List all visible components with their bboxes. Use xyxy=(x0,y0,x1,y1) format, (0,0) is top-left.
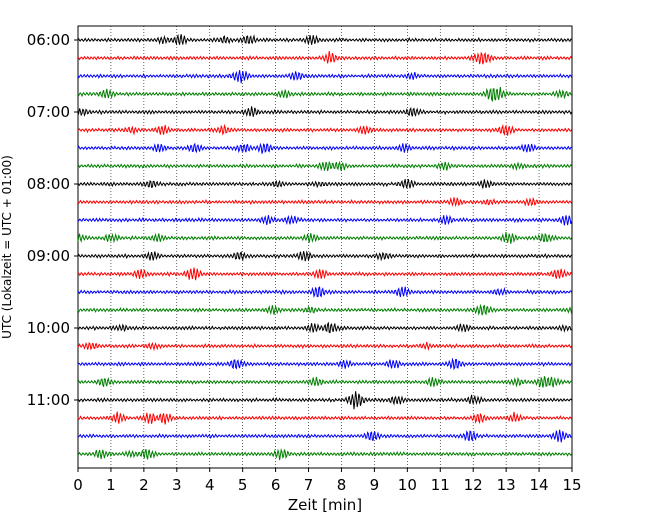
y-axis-ticks: 06:00 07:00 08:00 09:00 10:00 11:00 xyxy=(27,31,78,409)
trace-7 xyxy=(77,160,572,172)
trace-0 xyxy=(77,33,572,46)
x-tick-label: 3 xyxy=(172,476,182,494)
x-tick-label: 1 xyxy=(106,476,116,494)
trace-18 xyxy=(77,357,573,371)
x-tick-label: 10 xyxy=(398,476,417,494)
x-tick-label: 4 xyxy=(205,476,215,494)
trace-5 xyxy=(77,123,573,136)
y-axis-label: UTC (Lokalzeit = UTC + 01:00) xyxy=(0,155,14,339)
trace-14 xyxy=(77,286,573,299)
trace-21 xyxy=(77,411,573,425)
trace-4 xyxy=(77,106,573,117)
trace-9 xyxy=(77,196,572,208)
x-tick-label: 7 xyxy=(304,476,314,494)
trace-2 xyxy=(77,70,573,84)
x-tick-label: 0 xyxy=(73,476,83,494)
x-tick-label: 9 xyxy=(370,476,380,494)
x-axis-ticks: 0 1 2 3 4 5 6 7 8 9 10 11 12 13 14 15 xyxy=(73,468,582,494)
x-axis-label: Zeit [min] xyxy=(288,496,362,514)
plot-area xyxy=(77,25,573,469)
x-tick-label: 13 xyxy=(497,476,516,494)
trace-19 xyxy=(77,376,572,388)
trace-1 xyxy=(77,50,573,65)
trace-22 xyxy=(77,429,572,443)
y-tick-label: 06:00 xyxy=(27,31,70,49)
x-tick-label: 5 xyxy=(238,476,248,494)
trace-15 xyxy=(77,303,573,316)
trace-17 xyxy=(77,341,573,352)
trace-6 xyxy=(77,142,572,154)
trace-3 xyxy=(77,86,572,103)
trace-10 xyxy=(77,214,573,226)
trace-13 xyxy=(77,267,572,281)
trace-11 xyxy=(77,231,573,244)
trace-8 xyxy=(77,179,573,189)
x-tick-label: 15 xyxy=(562,476,581,494)
y-tick-label: 08:00 xyxy=(27,175,70,193)
x-tick-label: 8 xyxy=(337,476,347,494)
x-tick-label: 11 xyxy=(431,476,450,494)
x-tick-label: 14 xyxy=(530,476,549,494)
x-tick-label: 12 xyxy=(464,476,483,494)
trace-23 xyxy=(77,448,573,461)
seismic-traces xyxy=(77,33,573,461)
x-tick-label: 6 xyxy=(271,476,281,494)
x-tick-label: 2 xyxy=(139,476,149,494)
y-tick-label: 11:00 xyxy=(27,391,70,409)
y-tick-label: 09:00 xyxy=(27,247,70,265)
trace-16 xyxy=(77,321,572,334)
y-tick-label: 07:00 xyxy=(27,103,70,121)
trace-12 xyxy=(77,250,572,262)
y-tick-label: 10:00 xyxy=(27,319,70,337)
trace-20 xyxy=(77,391,573,410)
